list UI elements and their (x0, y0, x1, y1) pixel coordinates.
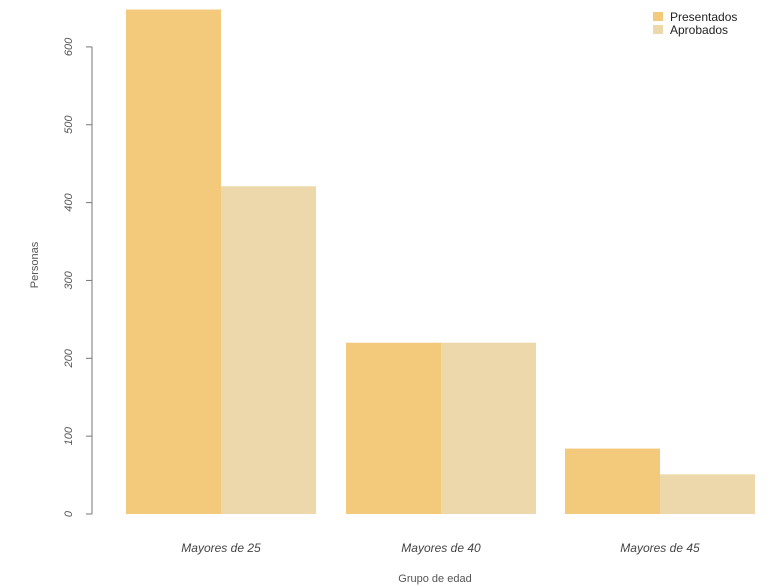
y-tick-label: 300 (63, 270, 75, 289)
x-axis-labels: Mayores de 25 Mayores de 40 Mayores de 45 (181, 541, 700, 555)
bar-presentados-2 (565, 448, 660, 514)
bar-presentados-0 (126, 9, 221, 514)
x-tick-label: Mayores de 40 (401, 541, 481, 555)
x-tick-label: Mayores de 25 (181, 541, 261, 555)
legend-swatch-presentados (653, 12, 663, 21)
legend-label-aprobados: Aprobados (670, 23, 728, 37)
x-tick-label: Mayores de 45 (620, 541, 700, 555)
y-tick-label: 600 (63, 37, 75, 56)
y-tick-label: 500 (63, 115, 75, 134)
legend-swatch-aprobados (653, 25, 663, 34)
bar-presentados-1 (346, 342, 441, 514)
y-axis-title: Personas (29, 241, 41, 288)
y-tick-label: 400 (63, 193, 75, 212)
y-axis: 0 100 200 300 400 500 600 (63, 37, 93, 517)
y-tick-label: 0 (63, 510, 75, 517)
bar-aprobados-2 (660, 474, 755, 514)
y-tick-label: 100 (63, 426, 75, 445)
bar-aprobados-1 (441, 342, 536, 514)
legend-label-presentados: Presentados (670, 10, 737, 24)
bar-aprobados-0 (221, 186, 316, 514)
x-axis-title: Grupo de edad (398, 573, 471, 585)
bars (126, 9, 755, 514)
y-tick-label: 200 (63, 348, 75, 368)
